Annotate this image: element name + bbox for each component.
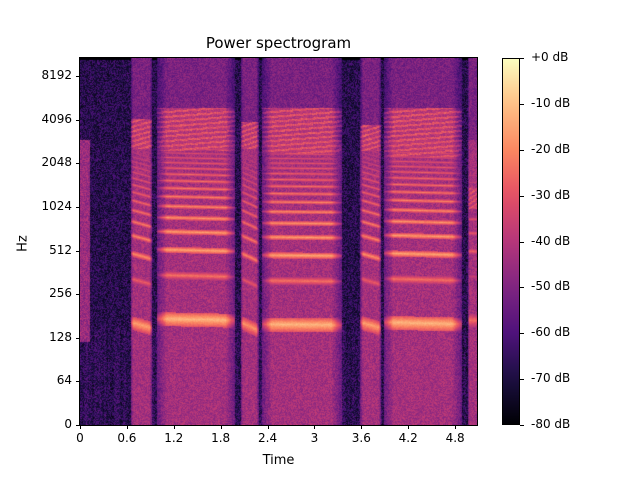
y-tick-mark [76,76,80,78]
colorbar-tick-label: +0 dB [531,50,569,64]
y-tick-label: 512 [49,242,72,257]
x-tick-mark [268,425,269,429]
colorbar-tick-label: -10 dB [531,95,571,110]
y-tick-mark [76,119,80,121]
spectrogram-heatmap [80,58,477,425]
colorbar-tick-mark [520,196,524,197]
colorbar-tick-label: -80 dB [531,417,571,431]
y-tick-label: 8192 [41,68,72,83]
y-tick-mark [76,425,80,426]
colorbar-tick-label: -30 dB [531,187,571,202]
x-tick-label: 4.2 [398,431,418,445]
x-tick-mark [80,425,81,429]
colorbar-tick-mark [520,104,524,105]
y-tick-label: 128 [49,329,72,344]
colorbar-tick-mark [520,242,524,243]
colorbar-tick-label: -50 dB [531,279,571,294]
colorbar-tick-mark [520,425,524,426]
x-tick-label: 4.8 [445,431,465,445]
x-tick-mark [221,425,222,429]
y-tick-label: 2048 [41,155,72,170]
chart-title: Power spectrogram [205,34,352,52]
x-tick-mark [174,425,175,429]
x-tick-label: 1.2 [164,431,184,445]
y-tick-mark [76,163,80,165]
x-tick-label: 2.4 [258,431,278,445]
y-tick-mark [76,337,80,339]
x-tick-mark [127,425,128,429]
spectrogram-plot-area [80,58,477,425]
colorbar-tick-label: -70 dB [531,371,571,386]
colorbar-tick-label: -40 dB [531,233,571,248]
x-tick-label: 0.6 [117,431,137,445]
y-tick-label: 4096 [41,111,72,126]
y-tick-label: 64 [56,373,72,388]
y-tick-mark [76,294,80,296]
y-tick-label: 256 [49,286,72,301]
y-axis-label: Hz [15,235,31,252]
colorbar-tick-mark [520,379,524,380]
colorbar-tick-label: -60 dB [531,325,571,340]
x-tick-mark [408,425,409,429]
colorbar [502,58,520,425]
x-tick-label: 3.6 [351,431,371,445]
x-tick-label: 1.8 [211,431,231,445]
y-tick-label: 1024 [41,199,72,213]
colorbar-tick-mark [520,333,524,334]
colorbar-tick-mark [520,58,524,59]
x-tick-label: 0 [76,431,84,445]
colorbar-tick-mark [520,150,524,151]
colorbar-tick-mark [520,287,524,288]
x-tick-mark [314,425,315,429]
x-tick-mark [455,425,456,429]
y-tick-mark [76,381,80,383]
y-tick-mark [76,207,80,208]
y-tick-mark [76,250,80,252]
x-tick-label: 3 [310,431,319,445]
colorbar-tick-label: -20 dB [531,141,571,156]
y-tick-label: 0 [64,417,72,431]
x-tick-mark [361,425,362,429]
x-axis-label: Time [262,453,295,468]
